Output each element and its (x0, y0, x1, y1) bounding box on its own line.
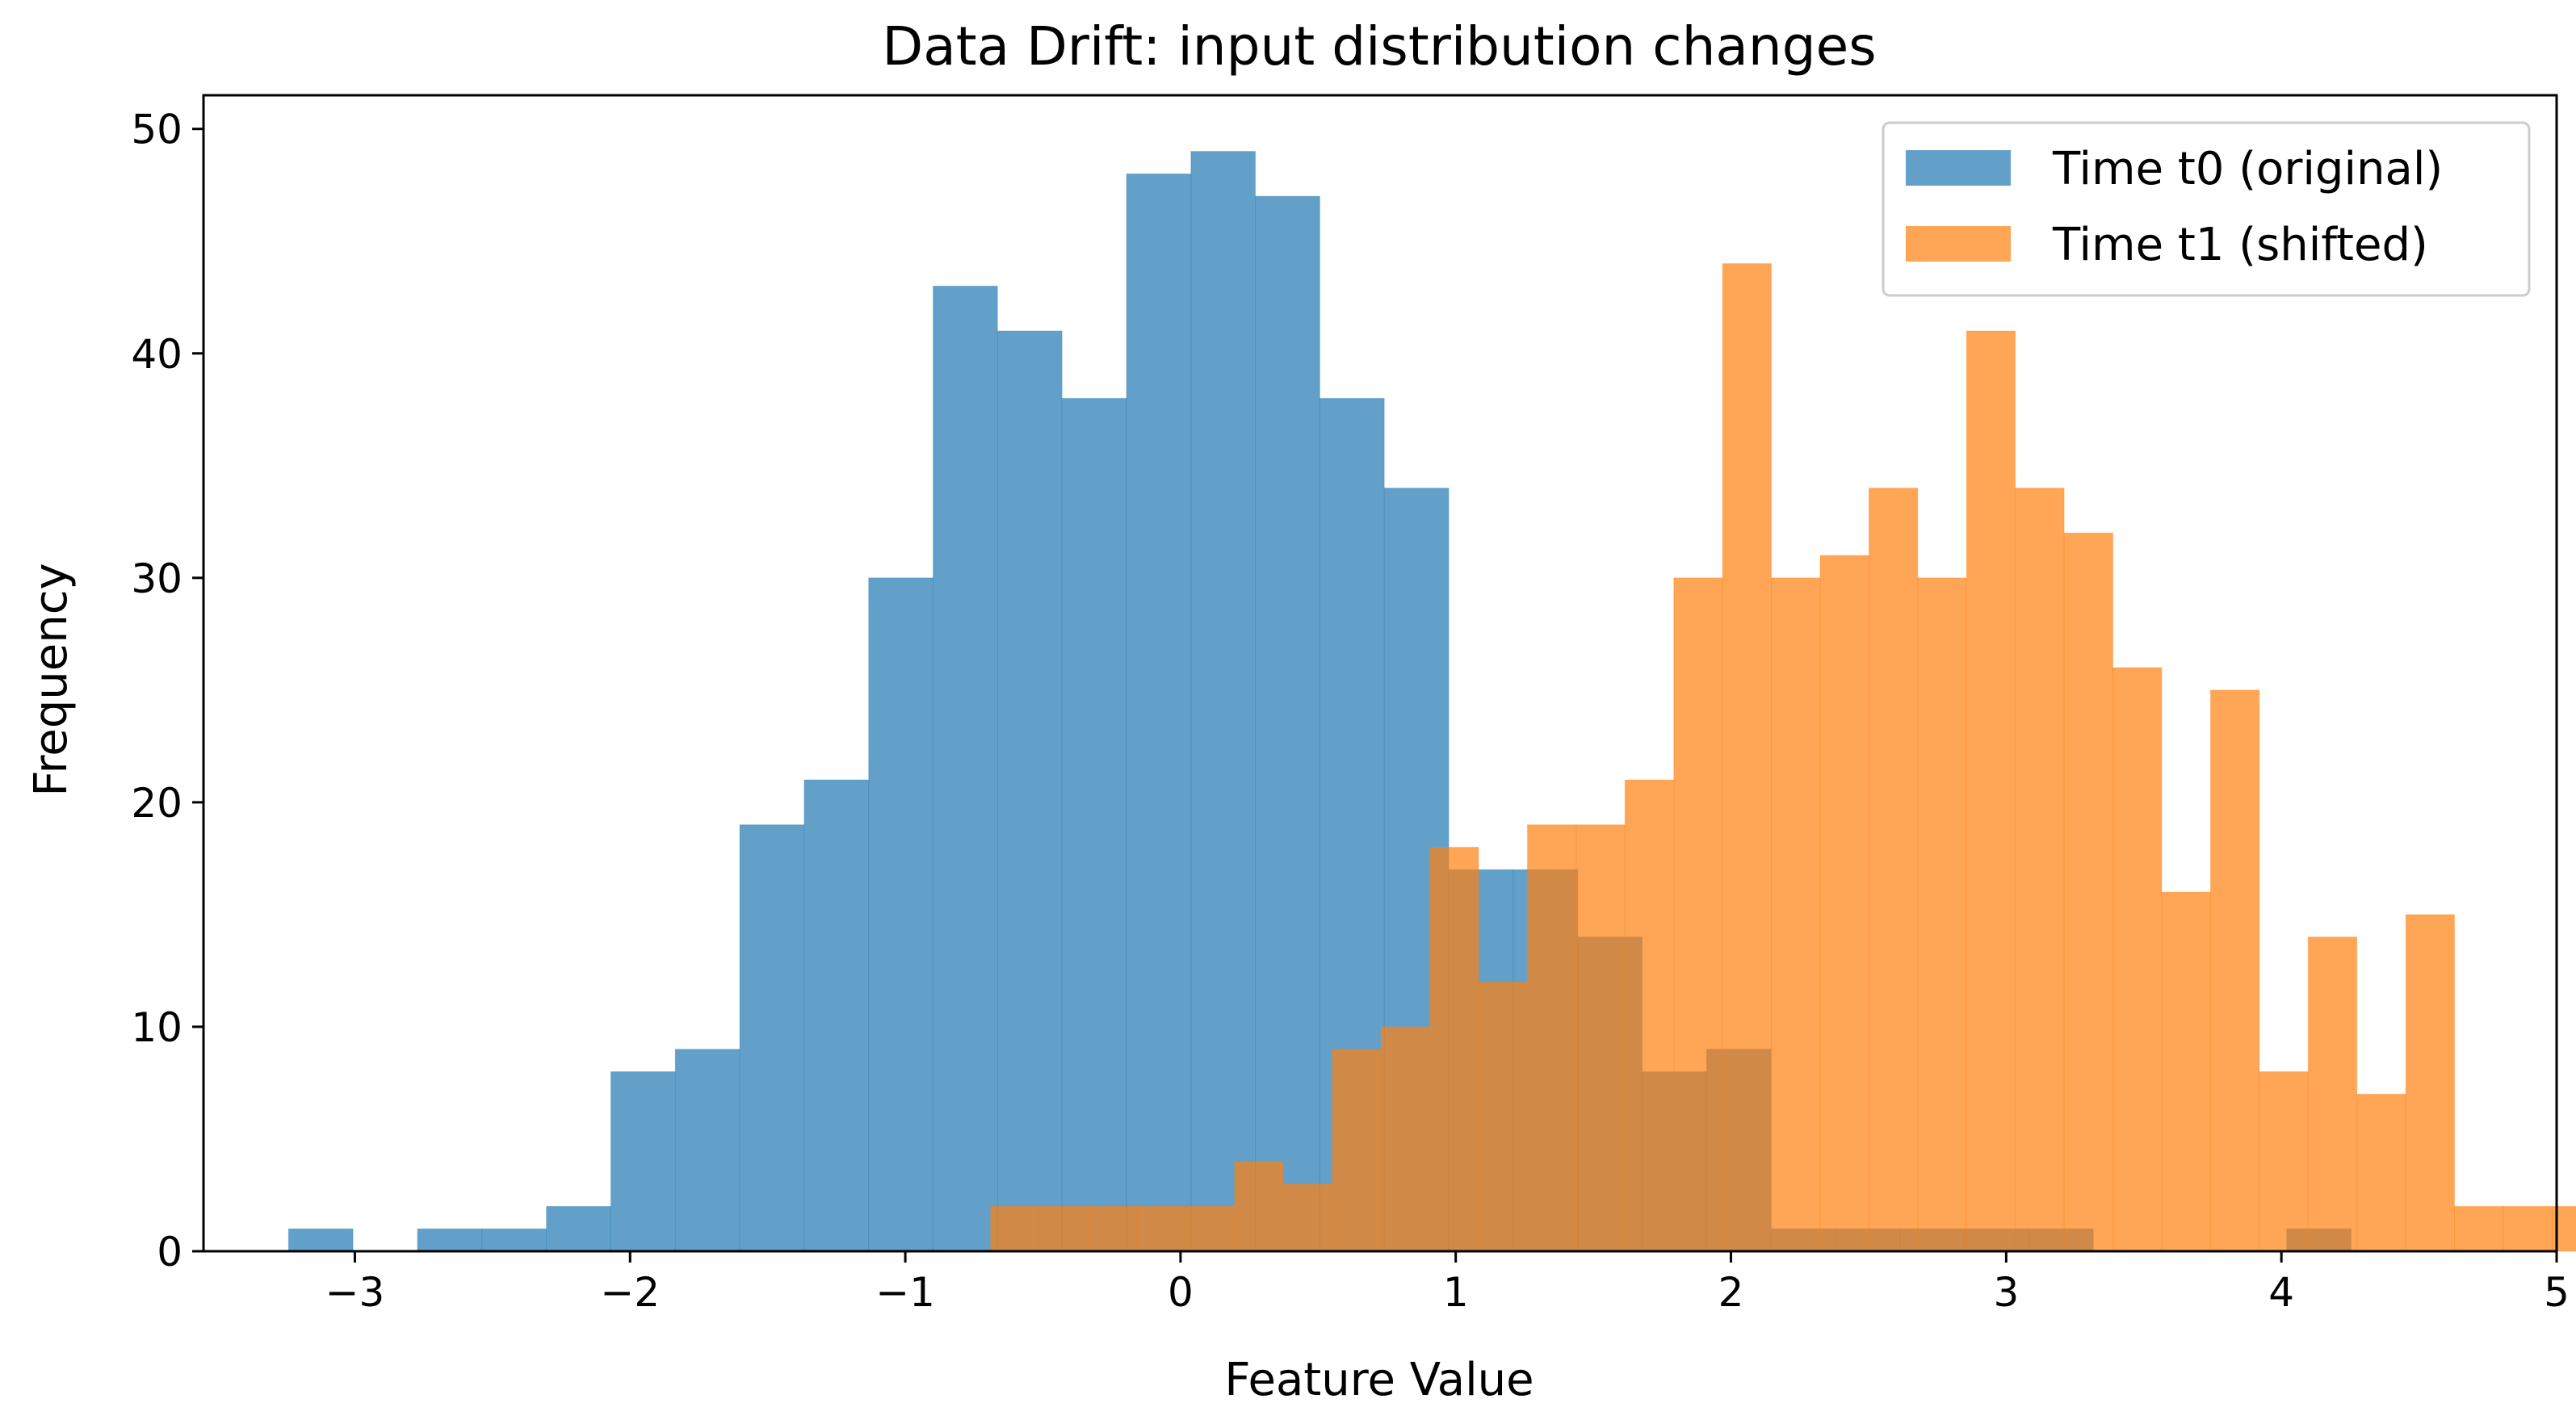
histogram-bar (2307, 936, 2358, 1252)
histogram-bar (2503, 1205, 2553, 1252)
legend-swatch (1906, 226, 2011, 262)
histogram-bar (2259, 1071, 2309, 1252)
histogram-bar (1722, 263, 1773, 1252)
histogram-bar (610, 1071, 676, 1252)
histogram-bar (1917, 577, 1967, 1252)
y-tick-label: 40 (131, 331, 183, 378)
histogram-bar (1234, 1161, 1284, 1252)
histogram-bar (1526, 824, 1577, 1252)
x-tick-label: 3 (1993, 1269, 2019, 1316)
y-tick-label: 10 (131, 1004, 183, 1051)
x-tick-label: 0 (1168, 1269, 1194, 1316)
x-tick-label: 2 (1718, 1269, 1744, 1316)
chart-title: Data Drift: input distribution changes (882, 15, 1876, 77)
x-tick-label: −3 (325, 1269, 385, 1316)
histogram-bar (1966, 330, 2016, 1252)
histogram-bar (2209, 689, 2260, 1252)
legend-label: Time t1 (shifted) (2052, 219, 2428, 271)
y-axis-label: Frequency (25, 563, 78, 796)
histogram-bar (2356, 1093, 2406, 1252)
histogram-bar (1190, 151, 1257, 1252)
histogram-bar (2161, 891, 2211, 1252)
x-tick-label: 5 (2544, 1269, 2570, 1316)
x-tick-label: 4 (2268, 1269, 2294, 1316)
histogram-bar (1255, 195, 1320, 1252)
histogram-bar (1478, 981, 1528, 1252)
histogram-bar (803, 779, 870, 1252)
plot-frame (202, 94, 2558, 1253)
x-tick-label: 1 (1443, 1269, 1469, 1316)
x-tick-label: −1 (875, 1269, 935, 1316)
legend: Time t0 (original) Time t1 (shifted) (1882, 121, 2531, 297)
legend-swatch (1906, 150, 2011, 186)
histogram-bar (1038, 1205, 1089, 1252)
histogram-bar (868, 577, 934, 1252)
histogram-bar (996, 330, 1063, 1252)
histogram-bar (933, 285, 998, 1252)
y-tick-label: 20 (131, 780, 183, 827)
legend-box (1882, 121, 2531, 297)
y-tick-label: 0 (157, 1229, 183, 1275)
histogram-bar (287, 1228, 354, 1252)
histogram-bar (2015, 488, 2065, 1252)
histogram-bar (1429, 847, 1479, 1252)
histogram-bar (2454, 1205, 2504, 1252)
histogram-bar (1819, 555, 1869, 1252)
histogram-bar (2112, 667, 2163, 1252)
x-axis-ticks: −3 −2 −1 0 1 2 3 4 5 (325, 1251, 2570, 1316)
histogram-bar (1136, 1205, 1186, 1252)
histogram-bar (990, 1205, 1040, 1252)
histogram-bar (674, 1049, 740, 1252)
histogram-bar (1088, 1205, 1138, 1252)
histogram-bar (1673, 577, 1723, 1252)
histogram-bar (1380, 1026, 1431, 1252)
histogram-bar (2405, 914, 2456, 1252)
histogram-bar (1332, 1049, 1382, 1252)
y-tick-label: 30 (131, 555, 183, 602)
histogram-bar (1624, 779, 1675, 1252)
histogram-bar (546, 1205, 611, 1252)
histogram-bar (481, 1228, 548, 1252)
histogram-bar (1061, 397, 1127, 1252)
histogram-bar (1771, 577, 1821, 1252)
histogram-bar (417, 1228, 483, 1252)
legend-label: Time t0 (original) (2052, 143, 2443, 195)
histogram-bar (1282, 1183, 1333, 1252)
bars-layer (287, 151, 2576, 1252)
histogram-bar (1126, 173, 1192, 1252)
histogram-bar (1575, 824, 1626, 1252)
histogram-bar (1868, 488, 1919, 1252)
series-2-bars (990, 263, 2576, 1252)
y-tick-label: 50 (131, 107, 183, 153)
y-axis-ticks: 0 10 20 30 40 50 (131, 107, 203, 1275)
histogram-bar (2063, 532, 2114, 1252)
histogram-bar (1185, 1205, 1236, 1252)
x-tick-label: −2 (600, 1269, 660, 1316)
x-axis-label: Feature Value (1224, 1354, 1533, 1406)
histogram-bar (739, 824, 805, 1252)
